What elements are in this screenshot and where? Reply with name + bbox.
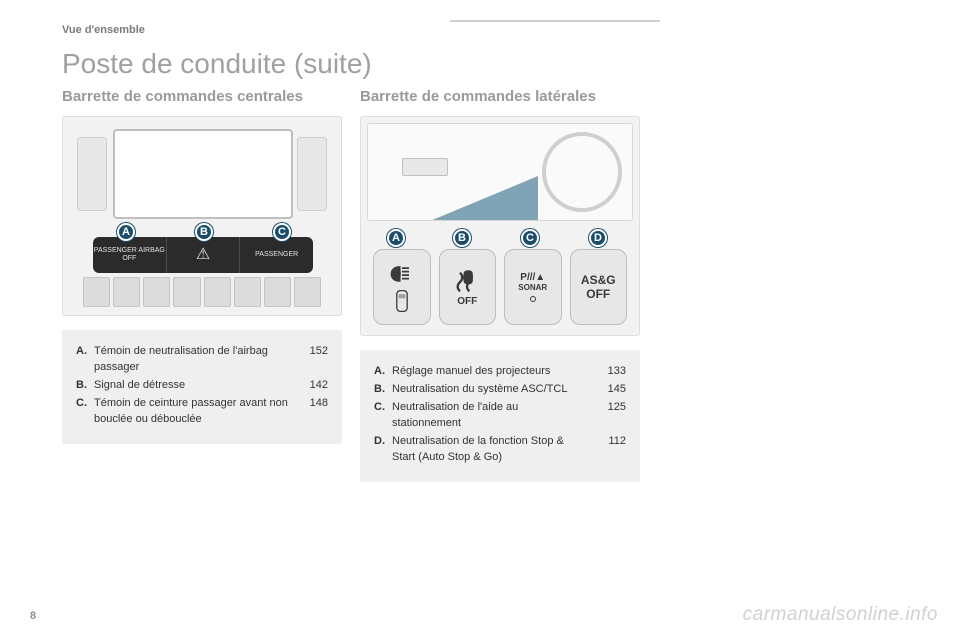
vent-slot bbox=[173, 277, 200, 307]
central-figure: PASSENGER AIRBAG OFF ⚠ PASSENGER A B C bbox=[62, 116, 342, 316]
lateral-button-row: OFF P///▲ SONAR AS&G OFF bbox=[373, 249, 627, 325]
skid-icon bbox=[453, 268, 481, 296]
steering-wheel-icon bbox=[542, 132, 622, 212]
lateral-btn-c: P///▲ SONAR bbox=[504, 249, 562, 325]
lateral-btn-a bbox=[373, 249, 431, 325]
item-page: 142 bbox=[300, 378, 328, 394]
item-page: 125 bbox=[598, 400, 626, 432]
btn-c-line1: P///▲ bbox=[520, 272, 545, 283]
btn-d-line2: OFF bbox=[586, 287, 610, 301]
dashboard-sketch bbox=[367, 123, 633, 221]
marker-lateral-c: C bbox=[521, 229, 539, 247]
right-margin bbox=[660, 0, 960, 640]
item-page: 148 bbox=[300, 396, 328, 428]
item-text: Neutralisation du système ASC/TCL bbox=[392, 382, 598, 398]
item-label: C. bbox=[76, 396, 94, 428]
vent-slot bbox=[234, 277, 261, 307]
item-text: Signal de détresse bbox=[94, 378, 300, 394]
strip-cell-a: PASSENGER AIRBAG OFF bbox=[93, 237, 167, 273]
headlamp-icon bbox=[388, 260, 416, 288]
marker-central-a: A bbox=[117, 223, 135, 241]
indicator-dot-icon bbox=[530, 296, 536, 302]
item-label: B. bbox=[374, 382, 392, 398]
central-button-strip: PASSENGER AIRBAG OFF ⚠ PASSENGER bbox=[93, 237, 313, 273]
btn-c-line2: SONAR bbox=[518, 283, 547, 292]
vent-slot bbox=[143, 277, 170, 307]
item-text: Réglage manuel des projecteurs bbox=[392, 364, 598, 380]
item-page: 152 bbox=[300, 344, 328, 376]
item-text: Neutralisation de la fonction Stop & Sta… bbox=[392, 434, 598, 466]
item-label: A. bbox=[76, 344, 94, 376]
central-info-box: A. Témoin de neutralisation de l'airbag … bbox=[62, 330, 342, 444]
item-text: Témoin de ceinture passager avant non bo… bbox=[94, 396, 300, 428]
side-switch-panel bbox=[402, 158, 448, 176]
watermark: carmanualsonline.info bbox=[743, 604, 938, 626]
car-top-icon bbox=[391, 288, 413, 314]
lateral-subtitle: Barrette de commandes latérales bbox=[360, 88, 640, 106]
item-text: Neutralisation de l'aide au stationnemen… bbox=[392, 400, 598, 432]
info-row: B. Neutralisation du système ASC/TCL 145 bbox=[374, 382, 626, 398]
strip-cell-c: PASSENGER bbox=[240, 237, 313, 273]
marker-lateral-d: D bbox=[589, 229, 607, 247]
manual-page: Vue d'ensemble Poste de conduite (suite)… bbox=[0, 0, 960, 640]
page-title: Poste de conduite (suite) bbox=[62, 48, 372, 80]
vent-row bbox=[83, 277, 321, 307]
vent-slot bbox=[204, 277, 231, 307]
info-row: B. Signal de détresse 142 bbox=[76, 378, 328, 394]
item-page: 112 bbox=[598, 434, 626, 466]
btn-d-line1: AS&G bbox=[581, 273, 616, 287]
lateral-btn-d: AS&G OFF bbox=[570, 249, 628, 325]
lateral-btn-b: OFF bbox=[439, 249, 497, 325]
item-label: D. bbox=[374, 434, 392, 466]
nav-buttons-left bbox=[77, 137, 107, 211]
section-label: Vue d'ensemble bbox=[62, 24, 145, 36]
lateral-figure: OFF P///▲ SONAR AS&G OFF A B C D bbox=[360, 116, 640, 336]
vent-slot bbox=[83, 277, 110, 307]
info-row: A. Réglage manuel des projecteurs 133 bbox=[374, 364, 626, 380]
info-row: D. Neutralisation de la fonction Stop & … bbox=[374, 434, 626, 466]
item-label: B. bbox=[76, 378, 94, 394]
item-text: Témoin de neutralisation de l'airbag pas… bbox=[94, 344, 300, 376]
strip-cell-b: ⚠ bbox=[167, 237, 241, 273]
vent-slot bbox=[294, 277, 321, 307]
btn-b-line1: OFF bbox=[457, 296, 477, 307]
nav-screen bbox=[113, 129, 293, 219]
vent-slot bbox=[264, 277, 291, 307]
page-number: 8 bbox=[30, 610, 36, 622]
marker-lateral-b: B bbox=[453, 229, 471, 247]
item-label: A. bbox=[374, 364, 392, 380]
info-row: C. Témoin de ceinture passager avant non… bbox=[76, 396, 328, 428]
nav-buttons-right bbox=[297, 137, 327, 211]
marker-lateral-a: A bbox=[387, 229, 405, 247]
marker-central-b: B bbox=[195, 223, 213, 241]
marker-central-c: C bbox=[273, 223, 291, 241]
item-label: C. bbox=[374, 400, 392, 432]
central-subtitle: Barrette de commandes centrales bbox=[62, 88, 342, 106]
callout-arrow bbox=[418, 176, 538, 221]
vent-slot bbox=[113, 277, 140, 307]
item-page: 133 bbox=[598, 364, 626, 380]
column-central: Barrette de commandes centrales PASSENGE… bbox=[62, 88, 342, 444]
item-page: 145 bbox=[598, 382, 626, 398]
header-rule bbox=[450, 20, 660, 22]
lateral-info-box: A. Réglage manuel des projecteurs 133 B.… bbox=[360, 350, 640, 482]
info-row: C. Neutralisation de l'aide au stationne… bbox=[374, 400, 626, 432]
info-row: A. Témoin de neutralisation de l'airbag … bbox=[76, 344, 328, 376]
column-lateral: Barrette de commandes latérales OFF P///… bbox=[360, 88, 640, 482]
